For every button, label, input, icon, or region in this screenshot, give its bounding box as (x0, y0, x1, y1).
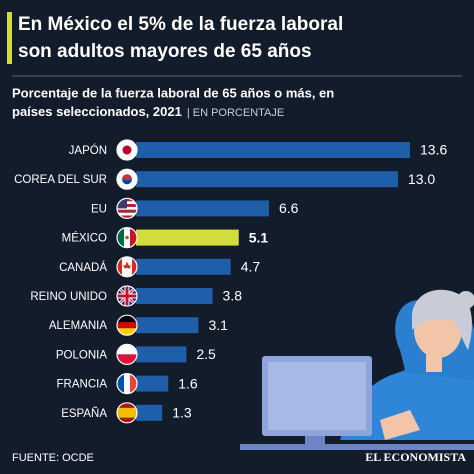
flag-part (117, 256, 122, 277)
flag-part (117, 227, 124, 248)
bar (136, 375, 169, 392)
flag-part (130, 373, 137, 394)
subtitle: Porcentaje de la fuerza laboral de 65 añ… (12, 85, 334, 100)
flag-part (117, 373, 124, 394)
category-label: ALEMANIA (49, 320, 107, 332)
illustration (240, 289, 474, 450)
title-accent (7, 12, 12, 64)
flag-ring (116, 373, 138, 395)
flag-ring (116, 314, 138, 336)
bar (136, 258, 231, 275)
value-label: 4.7 (241, 259, 261, 275)
flag-part (117, 344, 137, 355)
flag-part (117, 402, 137, 408)
category-label: JAPÓN (69, 144, 107, 157)
flag-part (132, 256, 137, 277)
flag-part (117, 328, 137, 336)
flag (117, 344, 137, 365)
bar (136, 142, 410, 158)
category-label: COREA DEL SUR (14, 174, 107, 186)
source: FUENTE: OCDE (12, 452, 94, 464)
category-label: POLONIA (56, 349, 107, 361)
flag-part (117, 215, 137, 219)
flag-part (117, 294, 137, 298)
bar (136, 404, 163, 421)
brand: EL ECONOMISTA (365, 450, 466, 464)
subtitle: países seleccionados, 2021 (12, 104, 182, 119)
flag-part (123, 261, 131, 269)
flag-part (125, 235, 129, 240)
flag-ring (116, 343, 138, 365)
flag-ring (116, 139, 138, 161)
flag-part (117, 417, 137, 423)
value-label: 3.1 (208, 317, 228, 333)
flag (117, 169, 137, 190)
bar (136, 229, 239, 246)
flag (117, 140, 137, 160)
flag-ring (116, 256, 138, 278)
flag-part (122, 174, 132, 180)
category-label: FRANCIA (57, 379, 108, 391)
flag (117, 256, 137, 277)
value-label: 13.6 (420, 142, 447, 158)
chart-title: son adultos mayores de 65 años (18, 41, 312, 62)
flag (117, 373, 137, 394)
flag-part (117, 354, 137, 365)
flag-ring (116, 197, 138, 219)
flag-ring (116, 285, 138, 307)
value-label: 1.6 (178, 375, 198, 391)
unit-note: | EN PORCENTAJE (187, 107, 284, 119)
value-label: 6.6 (279, 200, 299, 216)
category-label: ESPAÑA (61, 407, 107, 420)
flag-ring (116, 227, 138, 249)
value-label: 5.1 (249, 229, 269, 245)
category-label: REINO UNIDO (30, 291, 107, 303)
bar (136, 200, 269, 217)
bar (136, 171, 398, 188)
value-label: 3.8 (223, 288, 243, 304)
flag-part (117, 315, 137, 323)
flag-part (130, 227, 137, 248)
flag (117, 402, 137, 423)
value-label: 13.0 (408, 171, 435, 187)
flag-part (117, 407, 137, 418)
flag-ring (116, 168, 138, 190)
flag (117, 315, 137, 336)
value-label: 2.5 (196, 346, 216, 362)
flag-part (117, 322, 137, 329)
category-label: CANADÁ (59, 261, 107, 274)
flag-part (117, 209, 137, 213)
flag-part (122, 179, 132, 185)
value-label: 1.3 (172, 405, 192, 421)
bar (136, 317, 199, 334)
flag (117, 198, 137, 219)
category-label: EU (91, 203, 107, 215)
flag-part (124, 373, 130, 394)
bar (136, 346, 187, 363)
flag-part (117, 198, 127, 209)
flag-part (117, 212, 137, 216)
flag (117, 227, 137, 248)
flag-part (122, 145, 132, 155)
flag-ring (116, 402, 138, 424)
chart-title: En México el 5% de la fuerza laboral (18, 14, 343, 35)
bar (136, 288, 213, 304)
category-label: MÉXICO (62, 232, 107, 245)
subtitle: países seleccionados, 2021 | EN PORCENTAJ… (12, 104, 284, 119)
